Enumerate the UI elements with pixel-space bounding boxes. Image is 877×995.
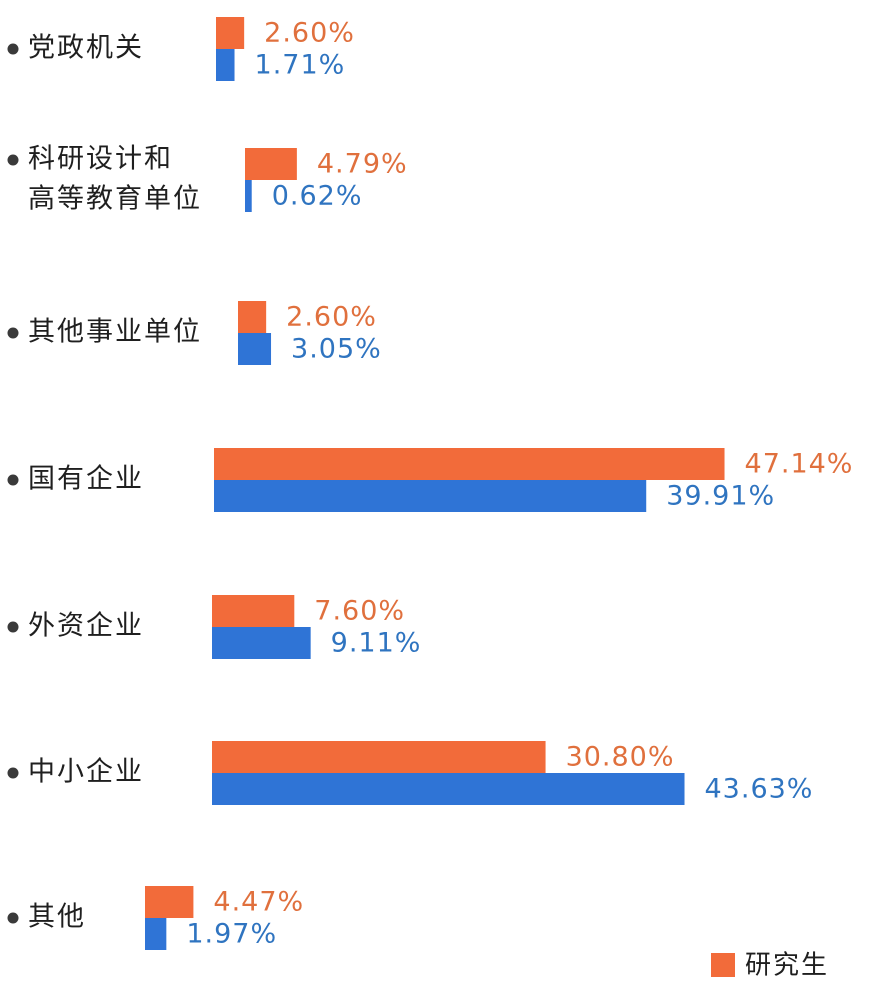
bar-series-2 <box>212 627 311 659</box>
value-label: 7.60% <box>314 596 405 627</box>
category-label: 高等教育单位 <box>28 184 202 215</box>
bar-series-1 <box>245 148 297 180</box>
category-bullet <box>7 621 19 633</box>
bar-series-2 <box>214 480 647 512</box>
bar-series-2 <box>212 773 685 805</box>
category-bullet <box>7 154 19 166</box>
bar-series-2 <box>245 180 252 212</box>
bar-series-1 <box>214 448 725 480</box>
bar-series-2 <box>145 918 167 950</box>
category-label: 其他事业单位 <box>28 317 202 348</box>
value-label: 2.60% <box>286 302 377 333</box>
category-bullet <box>7 474 19 486</box>
value-label: 47.14% <box>745 449 854 480</box>
value-label: 4.79% <box>317 149 408 180</box>
category-label: 科研设计和 <box>28 144 173 175</box>
category-bullet <box>7 43 19 55</box>
value-label: 1.97% <box>186 919 277 950</box>
value-label: 4.47% <box>213 887 304 918</box>
value-label: 2.60% <box>264 18 355 49</box>
bar-series-2 <box>216 49 235 81</box>
category-label: 党政机关 <box>28 33 144 64</box>
value-label: 0.62% <box>272 181 363 212</box>
bar-series-1 <box>212 595 295 627</box>
category-label: 中小企业 <box>28 757 144 788</box>
bar-series-2 <box>238 333 272 365</box>
value-label: 1.71% <box>255 50 346 81</box>
bar-series-1 <box>238 301 267 333</box>
category-bullet <box>7 767 19 779</box>
legend-swatch <box>711 953 735 977</box>
bar-series-1 <box>212 741 546 773</box>
legend-label: 研究生 <box>745 951 829 981</box>
category-label: 国有企业 <box>28 464 144 495</box>
category-label: 外资企业 <box>28 611 144 642</box>
category-bullet <box>7 912 19 924</box>
category-bullet <box>7 327 19 339</box>
value-label: 43.63% <box>705 774 814 805</box>
value-label: 30.80% <box>566 742 675 773</box>
bar-series-1 <box>216 17 245 49</box>
category-label: 其他 <box>28 902 86 933</box>
value-label: 39.91% <box>666 481 775 512</box>
bar-series-1 <box>145 886 194 918</box>
value-label: 9.11% <box>331 628 422 659</box>
value-label: 3.05% <box>291 334 382 365</box>
